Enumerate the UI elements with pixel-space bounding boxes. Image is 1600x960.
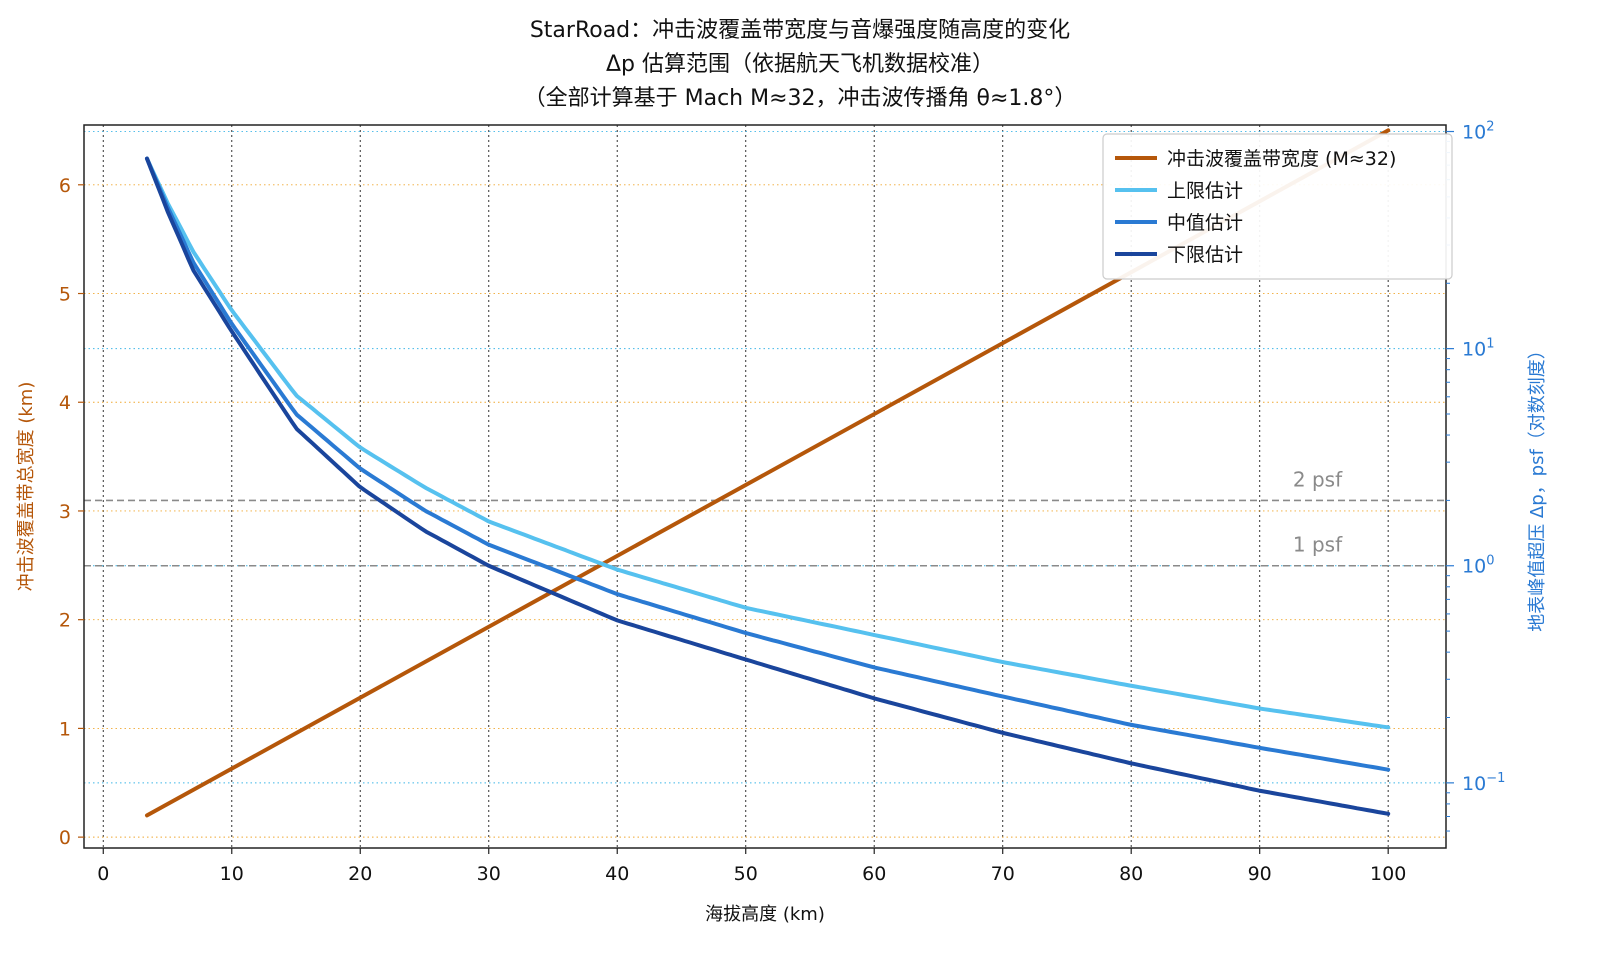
y-left-tick-label: 0 bbox=[59, 827, 71, 849]
legend-label-upper: 上限估计 bbox=[1167, 180, 1243, 202]
x-axis-label: 海拔高度 (km) bbox=[705, 904, 825, 925]
legend-box bbox=[1102, 133, 1453, 280]
y-right-tick-label: 100 bbox=[1462, 554, 1494, 578]
x-tick-label: 100 bbox=[1370, 863, 1406, 885]
series-line-upper bbox=[145, 156, 1391, 730]
y-left-tick-label: 2 bbox=[59, 610, 71, 632]
x-tick-label: 40 bbox=[605, 863, 629, 885]
x-tick-label: 50 bbox=[734, 863, 758, 885]
legend-label-width: 冲击波覆盖带宽度 (M≈32) bbox=[1167, 148, 1396, 170]
legend-label-lower: 下限估计 bbox=[1167, 244, 1243, 266]
legend-label-median: 中值估计 bbox=[1167, 212, 1243, 234]
y-left-tick-label: 4 bbox=[59, 392, 71, 414]
chart-title: StarRoad：冲击波覆盖带宽度与音爆强度随高度的变化 Δp 估算范围（依据航… bbox=[524, 18, 1077, 111]
y-right-tick-label: 102 bbox=[1462, 120, 1494, 144]
x-tick-label: 0 bbox=[97, 863, 109, 885]
x-tick-label: 30 bbox=[477, 863, 501, 885]
reference-lines: 2 psf 1 psf bbox=[84, 467, 1446, 567]
x-tick-label: 80 bbox=[1119, 863, 1143, 885]
reference-line-label: 2 psf bbox=[1293, 467, 1343, 491]
y-left-tick-label: 6 bbox=[59, 175, 71, 197]
y-left-tick-label: 1 bbox=[59, 718, 71, 740]
y-axis-right-label: 地表峰值超压 Δp，psf（对数刻度） bbox=[1527, 341, 1548, 632]
y-left-tick-label: 5 bbox=[59, 284, 71, 306]
y-left-tick-label: 3 bbox=[59, 501, 71, 523]
series-line-median bbox=[145, 156, 1391, 772]
series-line-lower bbox=[145, 156, 1391, 816]
x-tick-label: 10 bbox=[220, 863, 244, 885]
reference-line-label: 1 psf bbox=[1293, 533, 1343, 557]
y-axis-left-label: 冲击波覆盖带总宽度 (km) bbox=[16, 382, 37, 592]
x-tick-label: 70 bbox=[991, 863, 1015, 885]
x-tick-label: 20 bbox=[348, 863, 372, 885]
x-tick-label: 90 bbox=[1248, 863, 1272, 885]
plot-frame bbox=[83, 124, 1447, 849]
y-right-tick-label: 101 bbox=[1462, 337, 1494, 361]
chart-title-line-1: StarRoad：冲击波覆盖带宽度与音爆强度随高度的变化 bbox=[530, 18, 1070, 43]
x-tick-label: 60 bbox=[862, 863, 886, 885]
chart-title-line-3: （全部计算基于 Mach M≈32，冲击波传播角 θ≈1.8°） bbox=[524, 86, 1077, 111]
chart-title-line-2: Δp 估算范围（依据航天飞机数据校准） bbox=[606, 52, 994, 77]
axes: 0 10 20 30 40 50 60 70 80 90 100 0 1 2 3 4 5 6 10−1 100 101 1… bbox=[59, 120, 1505, 885]
y-right-tick-label: 10−1 bbox=[1462, 771, 1505, 795]
